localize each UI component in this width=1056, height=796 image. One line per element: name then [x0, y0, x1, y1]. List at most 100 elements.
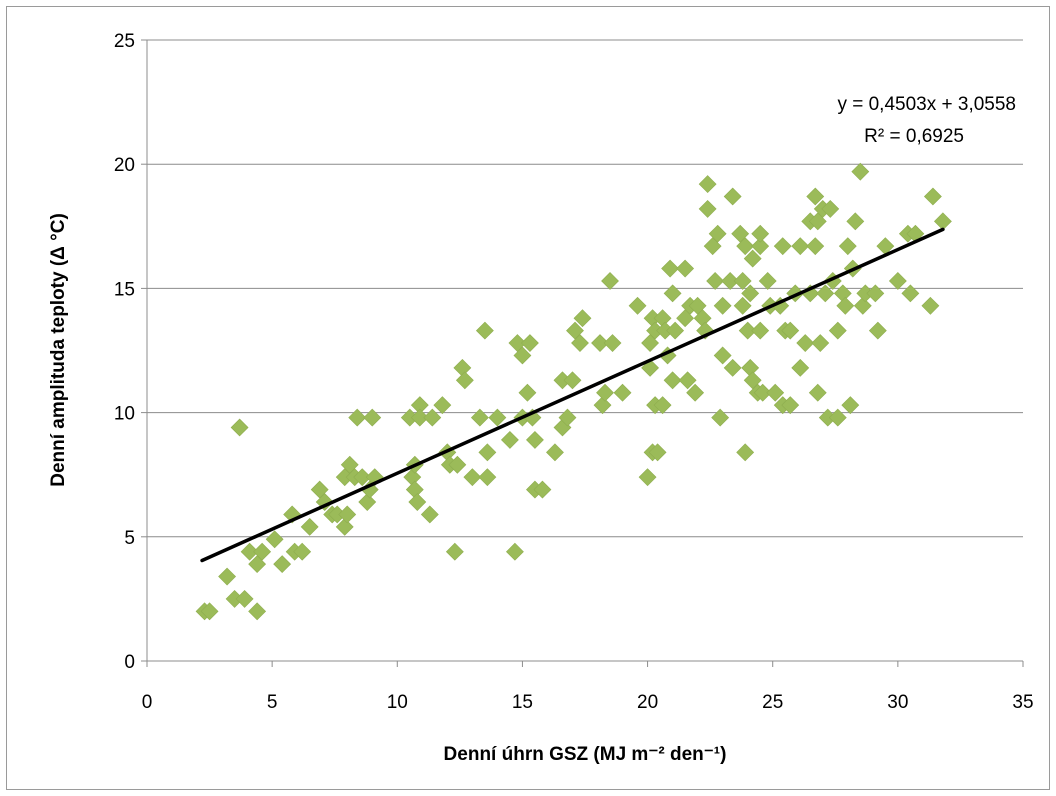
data-point — [448, 455, 467, 474]
data-point — [866, 284, 885, 303]
data-point — [828, 321, 847, 340]
data-point — [628, 296, 647, 315]
data-point — [808, 383, 827, 402]
trendline-equation: y = 0,4503x + 3,0558 — [837, 94, 1016, 115]
data-point — [723, 358, 742, 377]
x-tick-label: 0 — [142, 692, 153, 713]
data-point — [853, 296, 872, 315]
data-point — [933, 212, 952, 231]
data-point — [921, 296, 940, 315]
data-point — [505, 542, 524, 561]
data-point — [566, 321, 584, 340]
data-point — [851, 162, 870, 181]
data-point — [751, 237, 770, 256]
data-point — [248, 602, 267, 621]
data-point — [751, 224, 770, 243]
data-point — [661, 259, 680, 278]
data-point — [573, 309, 592, 328]
x-tick-label: 15 — [512, 692, 533, 713]
data-point — [666, 321, 685, 340]
data-point — [546, 443, 564, 462]
data-point — [470, 408, 489, 427]
data-point — [508, 334, 527, 352]
data-point — [405, 480, 424, 499]
data-point — [811, 334, 830, 352]
data-point — [663, 371, 682, 390]
data-point — [698, 199, 717, 218]
data-point — [733, 296, 752, 315]
data-point — [265, 530, 284, 549]
data-point — [868, 321, 887, 340]
data-point — [248, 555, 267, 574]
data-point — [475, 321, 494, 340]
x-tick-label: 25 — [762, 692, 783, 713]
data-point — [698, 175, 717, 193]
data-point — [300, 517, 319, 536]
data-point — [310, 480, 329, 499]
data-point — [591, 334, 609, 352]
data-point — [410, 408, 429, 427]
data-point — [563, 371, 582, 390]
data-point — [235, 589, 254, 608]
data-point — [836, 296, 855, 315]
data-point — [663, 284, 682, 303]
data-point — [753, 383, 772, 402]
data-points — [195, 162, 952, 621]
data-point — [500, 430, 519, 449]
data-point — [253, 542, 272, 561]
data-point — [463, 468, 482, 487]
data-point — [353, 468, 372, 487]
data-point — [773, 237, 792, 256]
trendline-r-squared: R² = 0,6925 — [864, 126, 964, 147]
x-tick-label: 30 — [887, 692, 908, 713]
data-point — [653, 396, 672, 415]
data-point — [766, 383, 785, 402]
x-tick-label: 35 — [1012, 692, 1033, 713]
data-point — [796, 334, 815, 352]
data-point — [736, 443, 755, 462]
y-tick-label: 25 — [114, 31, 135, 52]
data-point — [743, 249, 762, 268]
data-point — [706, 272, 725, 290]
data-point — [758, 272, 777, 290]
data-point — [743, 371, 762, 390]
data-point — [518, 383, 537, 402]
data-point — [558, 408, 577, 427]
y-tick-label: 10 — [114, 404, 135, 425]
y-axis-title: Denní amplituda teploty (Δ °C) — [48, 213, 69, 487]
data-point — [816, 284, 835, 303]
data-point — [526, 430, 544, 449]
data-point — [781, 321, 800, 340]
data-point — [338, 505, 357, 524]
data-point — [923, 187, 942, 206]
data-point — [806, 237, 825, 256]
trendline — [200, 227, 945, 563]
data-point — [731, 224, 750, 243]
data-point — [478, 468, 497, 487]
data-point — [833, 284, 852, 303]
x-tick-label: 20 — [637, 692, 658, 713]
y-tick-label: 20 — [114, 155, 135, 176]
data-point — [888, 272, 907, 290]
data-point — [808, 212, 827, 231]
data-point — [738, 321, 757, 340]
data-point — [821, 199, 840, 218]
data-point — [741, 358, 760, 377]
data-point — [420, 505, 439, 524]
x-tick-labels: 0 5 10 15 20 25 30 35 — [142, 692, 1034, 713]
data-point — [273, 555, 292, 574]
data-point — [901, 284, 920, 303]
data-point — [603, 334, 622, 352]
data-point — [781, 396, 800, 415]
data-point — [751, 321, 770, 340]
data-point — [703, 237, 722, 256]
data-point — [403, 468, 422, 487]
gridlines — [147, 39, 1023, 538]
data-point — [408, 493, 427, 511]
data-point — [733, 272, 752, 290]
y-tick-label: 15 — [114, 279, 135, 300]
data-point — [455, 371, 474, 390]
data-point — [293, 542, 312, 561]
data-point — [846, 212, 865, 231]
